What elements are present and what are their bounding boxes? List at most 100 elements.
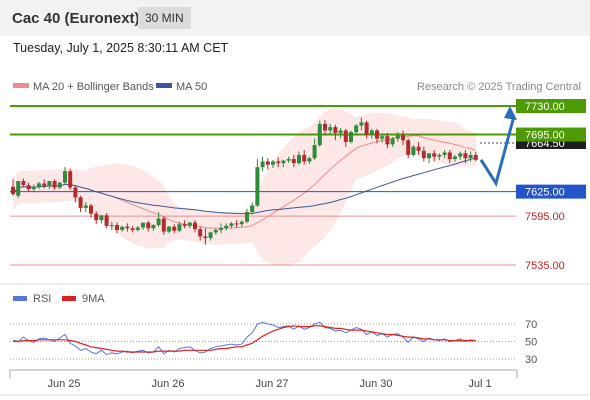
- ma50-line: [12, 157, 476, 215]
- timeframe-button[interactable]: 30 MIN: [138, 7, 191, 29]
- rsi-line: [12, 321, 476, 356]
- candle: [104, 212, 109, 229]
- candle: [229, 221, 234, 229]
- candle: [463, 150, 468, 164]
- source-label: Research © 2025 Trading Central: [417, 81, 581, 93]
- candle: [343, 128, 348, 147]
- candle: [276, 157, 281, 168]
- candle: [239, 220, 244, 227]
- candle: [109, 221, 114, 230]
- candle: [401, 130, 405, 146]
- candle: [432, 150, 437, 162]
- candle: [125, 223, 130, 232]
- candle: [161, 216, 166, 235]
- level-label-1: 7695.00: [525, 130, 565, 142]
- candle: [198, 226, 203, 241]
- candle: [302, 150, 307, 165]
- legend-label-rsi-ma: 9MA: [82, 293, 105, 305]
- candle: [338, 128, 343, 139]
- candle: [312, 138, 317, 160]
- candle: [130, 225, 135, 233]
- candle: [89, 203, 93, 218]
- candle: [42, 179, 47, 189]
- candle: [146, 220, 151, 232]
- candle: [21, 178, 26, 188]
- candle: [156, 212, 161, 227]
- candle: [11, 179, 15, 196]
- candle: [182, 220, 187, 229]
- price-legend: MA 20 + Bollinger Bands MA 50 Research ©…: [13, 81, 581, 93]
- candle: [94, 211, 99, 225]
- rsi-tick-label: 70: [525, 319, 537, 331]
- candle: [52, 179, 57, 190]
- candle: [421, 146, 426, 162]
- forecast-arrow-head: [504, 106, 517, 120]
- time-labels: Jun 25 Jun 26 Jun 27 Jun 30 Jul 1: [47, 378, 491, 390]
- candle: [120, 225, 125, 232]
- candle: [260, 156, 265, 172]
- candle: [250, 202, 255, 215]
- candle: [16, 181, 21, 199]
- candle: [390, 136, 395, 147]
- instrument-title: Cac 40 (Euronext): [12, 10, 140, 27]
- candle: [219, 223, 223, 234]
- rsi-tick-label: 50: [525, 337, 537, 349]
- candle: [213, 228, 218, 235]
- header-bar: Cac 40 (Euronext) 30 MIN: [0, 0, 590, 36]
- candle: [328, 123, 333, 134]
- legend-swatch-ma50: [156, 83, 172, 88]
- candle: [406, 138, 411, 159]
- rsi-legend: RSI 9MA: [13, 293, 105, 305]
- candle: [177, 221, 182, 233]
- candle: [187, 221, 192, 229]
- level-tag-0: 7730.00: [516, 99, 586, 113]
- bollinger-band: [13, 107, 476, 266]
- candle: [416, 141, 421, 155]
- level-label-2: 7625.00: [525, 187, 565, 199]
- level-tag-1: 7695.00: [516, 127, 586, 142]
- forecast-arrow: [479, 115, 516, 187]
- level-label-4: 7535.00: [525, 260, 565, 272]
- candle: [380, 134, 385, 143]
- candle: [57, 181, 62, 190]
- candle: [349, 130, 353, 144]
- timestamp: Tuesday, July 1, 2025 8:30:11 AM CET: [13, 41, 229, 55]
- candle: [468, 151, 473, 162]
- candle: [115, 222, 119, 234]
- candle: [78, 195, 83, 212]
- candle: [354, 123, 359, 136]
- candle: [31, 184, 36, 193]
- candle: [395, 132, 400, 142]
- candle: [333, 124, 338, 141]
- candle: [245, 208, 249, 224]
- legend-label-bollinger: MA 20 + Bollinger Bands: [33, 81, 154, 93]
- candle: [323, 119, 327, 136]
- candle: [167, 225, 171, 234]
- level-tag-2: 7625.00: [516, 184, 586, 199]
- candle: [73, 185, 78, 203]
- time-label: Jun 26: [151, 378, 184, 390]
- candle: [265, 158, 270, 170]
- candle: [385, 132, 390, 149]
- legend-swatch-rsi: [13, 296, 27, 301]
- candle: [255, 159, 260, 208]
- time-label: Jun 30: [359, 378, 392, 390]
- candle: [291, 154, 296, 168]
- rsi-tick-label: 30: [525, 354, 537, 366]
- candle: [37, 181, 41, 190]
- candle: [68, 168, 73, 190]
- candle: [473, 151, 478, 162]
- candle: [234, 220, 239, 228]
- candle: [297, 151, 301, 165]
- candle: [151, 224, 156, 231]
- candle: [224, 223, 229, 231]
- candle: [317, 120, 322, 147]
- candle: [271, 159, 275, 168]
- time-label: Jun 25: [47, 378, 80, 390]
- candle: [141, 222, 145, 230]
- candle: [364, 120, 369, 139]
- candle: [411, 145, 416, 157]
- candle: [453, 154, 457, 162]
- legend-label-rsi: RSI: [33, 293, 51, 305]
